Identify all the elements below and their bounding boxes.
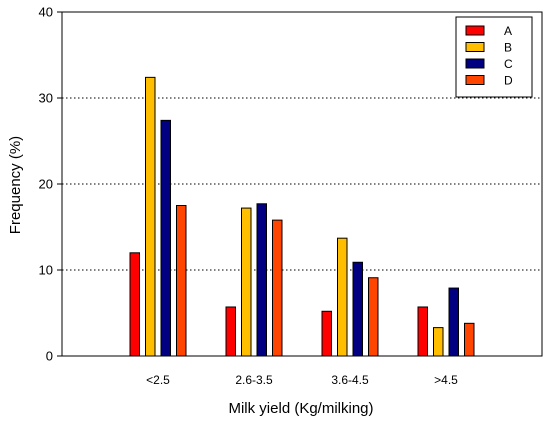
- x-tick-label: 3.6-4.5: [331, 373, 369, 387]
- bar: [225, 306, 236, 357]
- bar: [417, 306, 428, 357]
- legend-label: C: [504, 57, 513, 71]
- x-axis-label: Milk yield (Kg/milking): [228, 400, 373, 417]
- plot-frame: [61, 11, 543, 357]
- y-tick-label: 0: [46, 349, 53, 364]
- bar: [241, 207, 252, 357]
- x-tick-label: >4.5: [434, 373, 458, 387]
- x-tick-label: 2.6-3.5: [235, 373, 273, 387]
- legend-label: D: [504, 74, 513, 88]
- legend-swatch: [465, 42, 485, 52]
- bar: [321, 310, 332, 357]
- bar: [272, 219, 283, 357]
- bar: [352, 261, 363, 357]
- bar: [145, 76, 156, 357]
- y-tick-label: 40: [39, 5, 53, 20]
- bar: [368, 277, 379, 357]
- legend-label: A: [504, 24, 512, 38]
- legend-swatch: [465, 58, 485, 69]
- bar: [160, 119, 171, 357]
- y-tick-label: 20: [39, 177, 53, 192]
- y-axis: 0 10 20 30 40: [39, 5, 543, 364]
- bar: [256, 203, 267, 357]
- y-tick-label: 10: [39, 263, 53, 278]
- legend-swatch: [465, 75, 485, 85]
- bars: [129, 76, 475, 357]
- bar: [448, 287, 459, 357]
- grid-lines: [62, 97, 542, 271]
- bar: [464, 322, 475, 357]
- bar: [176, 205, 187, 357]
- x-tick-label: <2.5: [146, 373, 170, 387]
- bar: [337, 237, 348, 357]
- y-tick-label: 30: [39, 91, 53, 106]
- bar: [433, 327, 444, 357]
- x-axis: <2.5 2.6-3.5 3.6-4.5 >4.5: [146, 373, 458, 387]
- bar: [129, 252, 140, 357]
- legend-label: B: [504, 41, 512, 55]
- legend-swatch: [465, 25, 485, 36]
- y-axis-label: Frequency (%): [7, 136, 24, 234]
